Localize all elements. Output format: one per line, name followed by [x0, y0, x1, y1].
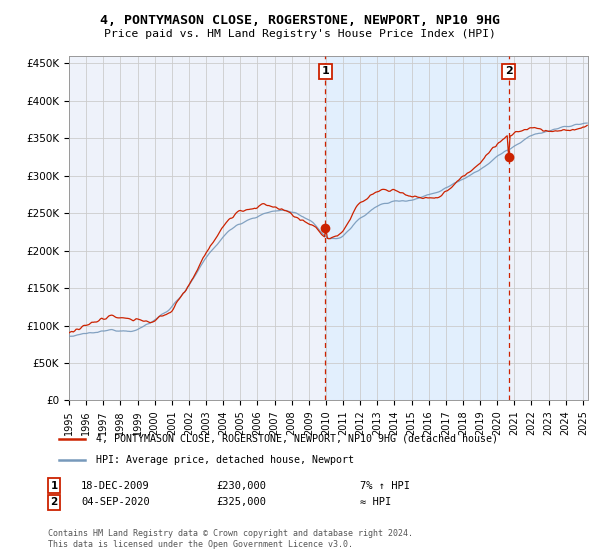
- Text: 4, PONTYMASON CLOSE, ROGERSTONE, NEWPORT, NP10 9HG (detached house): 4, PONTYMASON CLOSE, ROGERSTONE, NEWPORT…: [95, 434, 497, 444]
- Text: 1: 1: [322, 66, 329, 76]
- Text: 4, PONTYMASON CLOSE, ROGERSTONE, NEWPORT, NP10 9HG: 4, PONTYMASON CLOSE, ROGERSTONE, NEWPORT…: [100, 14, 500, 27]
- Text: 04-SEP-2020: 04-SEP-2020: [81, 497, 150, 507]
- Text: £325,000: £325,000: [216, 497, 266, 507]
- Text: 7% ↑ HPI: 7% ↑ HPI: [360, 480, 410, 491]
- Text: This data is licensed under the Open Government Licence v3.0.: This data is licensed under the Open Gov…: [48, 540, 353, 549]
- Text: ≈ HPI: ≈ HPI: [360, 497, 391, 507]
- Text: 2: 2: [50, 497, 58, 507]
- Text: Contains HM Land Registry data © Crown copyright and database right 2024.: Contains HM Land Registry data © Crown c…: [48, 529, 413, 538]
- Text: £230,000: £230,000: [216, 480, 266, 491]
- Text: 2: 2: [505, 66, 512, 76]
- Bar: [325, 56, 509, 400]
- Text: 1: 1: [50, 480, 58, 491]
- Text: Price paid vs. HM Land Registry's House Price Index (HPI): Price paid vs. HM Land Registry's House …: [104, 29, 496, 39]
- Text: HPI: Average price, detached house, Newport: HPI: Average price, detached house, Newp…: [95, 455, 353, 465]
- Text: 18-DEC-2009: 18-DEC-2009: [81, 480, 150, 491]
